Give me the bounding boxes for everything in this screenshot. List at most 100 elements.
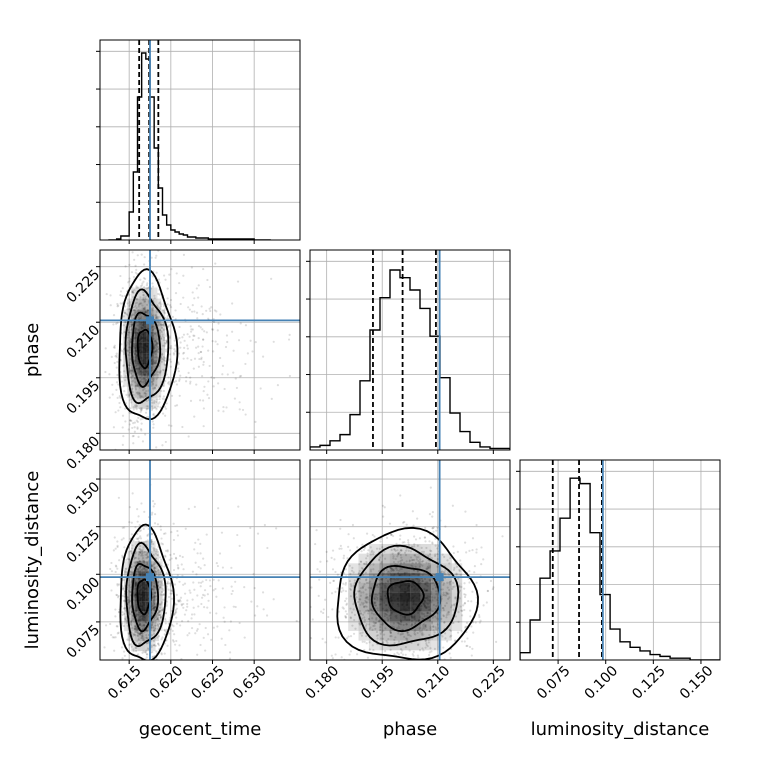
- sample-point: [349, 572, 352, 576]
- sample-point: [132, 296, 135, 299]
- sample-point: [130, 566, 133, 569]
- sample-point: [164, 555, 167, 558]
- sample-point: [206, 393, 209, 396]
- sample-point: [375, 618, 378, 621]
- sample-point: [135, 627, 138, 630]
- sample-point: [150, 532, 154, 535]
- sample-point: [222, 405, 225, 409]
- sample-point: [139, 634, 142, 637]
- sample-point: [359, 603, 362, 606]
- sample-point: [479, 619, 482, 622]
- sample-point: [182, 583, 185, 586]
- sample-point: [369, 553, 372, 556]
- density-cell: [149, 309, 154, 321]
- sample-point: [153, 563, 156, 566]
- sample-point: [129, 358, 132, 361]
- sample-point: [442, 591, 445, 594]
- sample-point: [153, 603, 156, 606]
- sample-point: [165, 334, 168, 337]
- sample-point: [478, 614, 481, 617]
- density-cell: [441, 601, 452, 612]
- sample-point: [115, 322, 118, 325]
- sample-point: [116, 567, 119, 570]
- sample-point: [440, 617, 443, 620]
- sample-point: [430, 577, 433, 581]
- density-cell: [420, 543, 432, 554]
- sample-point: [204, 626, 207, 630]
- sample-point: [390, 533, 393, 536]
- sample-point: [132, 633, 135, 636]
- density-cell: [127, 581, 132, 592]
- sample-point: [375, 547, 379, 550]
- sample-point: [382, 633, 386, 636]
- sample-point: [167, 578, 171, 581]
- sample-point: [376, 593, 379, 596]
- sample-point: [154, 591, 157, 595]
- histogram-step: [310, 269, 510, 450]
- sample-point: [446, 581, 449, 584]
- sample-point: [140, 624, 143, 627]
- sample-point: [161, 582, 164, 585]
- y-tick-label: 0.075: [64, 622, 104, 662]
- sample-point: [303, 604, 305, 606]
- x-tick-label: 0.075: [534, 663, 574, 703]
- sample-point: [131, 627, 134, 630]
- sample-point: [408, 560, 411, 563]
- sample-point: [424, 624, 427, 627]
- sample-point: [145, 665, 147, 667]
- sample-point: [345, 602, 349, 605]
- sample-point: [155, 446, 158, 449]
- sample-point: [175, 639, 178, 643]
- sample-point: [132, 393, 135, 396]
- sample-point: [447, 613, 450, 616]
- sample-point: [186, 357, 189, 360]
- sample-point: [142, 298, 145, 301]
- sample-point: [131, 375, 134, 378]
- sample-point: [116, 373, 119, 377]
- sample-point: [131, 366, 134, 369]
- sample-point: [155, 356, 158, 359]
- sample-point: [165, 340, 168, 343]
- sample-point: [164, 532, 167, 535]
- sample-point: [432, 625, 435, 628]
- density-contour: [370, 564, 442, 633]
- sample-point: [466, 644, 469, 647]
- sample-point: [144, 378, 147, 381]
- sample-point: [161, 444, 164, 447]
- sample-point: [141, 304, 144, 307]
- sample-point: [120, 646, 124, 649]
- sample-point: [155, 377, 158, 380]
- sample-point: [170, 268, 173, 271]
- sample-point: [385, 568, 388, 571]
- sample-point: [146, 629, 149, 633]
- sample-point: [167, 325, 170, 328]
- sample-point: [334, 570, 337, 574]
- sample-point: [133, 561, 137, 564]
- sample-point: [181, 336, 184, 339]
- y-tick-label: 0.180: [64, 433, 104, 473]
- density-cell: [145, 641, 149, 652]
- sample-point: [131, 291, 135, 294]
- sample-point: [330, 592, 334, 595]
- density-cell: [138, 621, 142, 632]
- sample-point: [153, 343, 157, 347]
- sample-point: [366, 609, 369, 612]
- sample-point: [390, 533, 393, 537]
- sample-point: [145, 713, 147, 715]
- sample-point: [153, 345, 156, 348]
- sample-point: [153, 598, 156, 601]
- density-cell: [152, 621, 156, 632]
- sample-point: [458, 585, 461, 589]
- sample-point: [159, 615, 163, 618]
- sample-point: [96, 370, 98, 372]
- sample-point: [162, 359, 166, 362]
- x-tick-label: 0.625: [188, 663, 228, 703]
- sample-point: [182, 352, 185, 355]
- sample-point: [141, 681, 143, 683]
- sample-point: [185, 454, 187, 456]
- sample-point: [424, 526, 427, 530]
- sample-point: [182, 568, 185, 571]
- sample-point: [208, 307, 211, 310]
- sample-point: [157, 568, 160, 572]
- sample-point: [137, 638, 140, 641]
